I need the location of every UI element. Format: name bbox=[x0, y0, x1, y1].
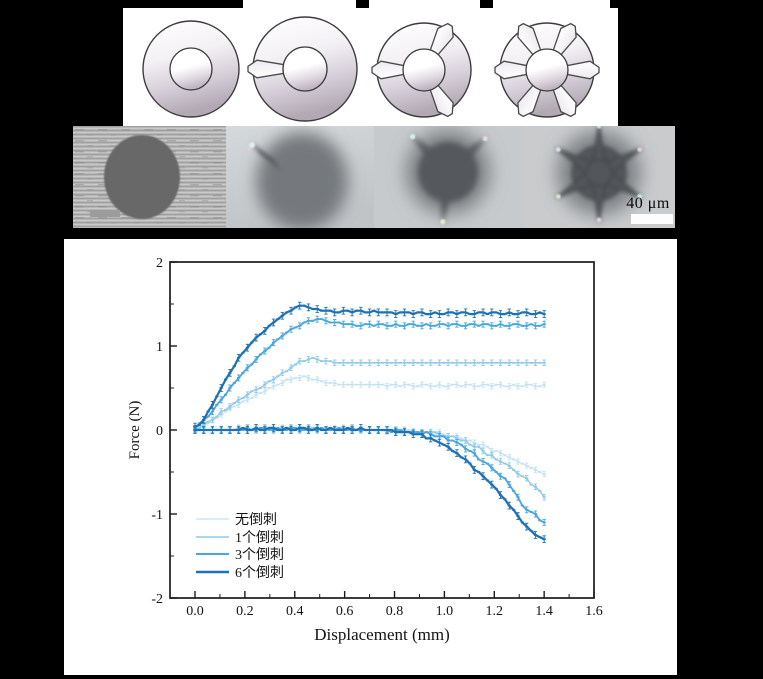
legend-label: 6个倒刺 bbox=[235, 565, 284, 581]
x-tick-label: 1.2 bbox=[486, 604, 504, 619]
micrograph-1-barb-image bbox=[226, 126, 374, 228]
x-tick-label: 1.0 bbox=[436, 604, 454, 619]
x-tick-label: 0.4 bbox=[286, 604, 304, 619]
barb bbox=[591, 184, 607, 223]
needle-cross-section bbox=[556, 126, 642, 223]
barb bbox=[605, 172, 642, 199]
series-6个倒刺 bbox=[193, 301, 546, 544]
micrograph-0-barbs-image bbox=[73, 126, 226, 228]
x-tick-label: 1.4 bbox=[535, 604, 553, 619]
legend-label: 无倒刺 bbox=[235, 512, 277, 528]
needle-cross-section bbox=[104, 135, 180, 219]
barb bbox=[439, 185, 454, 224]
y-tick-label: -1 bbox=[151, 508, 163, 523]
needle-3-barbs bbox=[371, 22, 472, 118]
series-无倒刺 bbox=[193, 374, 546, 478]
y-tick-label: 0 bbox=[156, 424, 163, 439]
legend-label: 3个倒刺 bbox=[235, 547, 284, 563]
schematic-row-tab bbox=[243, 0, 356, 10]
micrograph-0-barbs bbox=[73, 126, 226, 228]
micrograph-6-barbs-image bbox=[524, 126, 675, 228]
needle-1-barb bbox=[247, 16, 358, 122]
micrograph-3-barbs-image bbox=[374, 126, 524, 228]
chart-axes: 0.0 0.2 0.4 0.6 0.8 1.0 1.2 1.4 1.6 -2 -1 0 1 2 bbox=[151, 256, 602, 619]
y-tick-label: 2 bbox=[156, 256, 163, 271]
barb bbox=[556, 147, 593, 174]
needle-cross-section bbox=[256, 132, 348, 228]
schematic-row-tab bbox=[369, 0, 480, 10]
y-tick-label: -2 bbox=[151, 592, 163, 607]
needle-6-barbs bbox=[494, 22, 600, 118]
force-displacement-chart: 0.0 0.2 0.4 0.6 0.8 1.0 1.2 1.4 1.6 -2 -1 0 1 2 Displa… bbox=[127, 256, 603, 644]
y-axis-title: Force (N) bbox=[127, 401, 143, 460]
needle-schematics bbox=[142, 16, 600, 122]
barb bbox=[250, 142, 281, 171]
barb bbox=[591, 126, 607, 162]
x-tick-label: 1.6 bbox=[585, 604, 603, 619]
x-tick-label: 0.6 bbox=[336, 604, 354, 619]
y-tick-label: 1 bbox=[156, 340, 163, 355]
x-axis-title: Displacement (mm) bbox=[314, 625, 450, 644]
barb bbox=[556, 172, 593, 199]
scale-bar bbox=[631, 214, 673, 224]
micrograph-3-barbs bbox=[374, 126, 524, 228]
chart-panel: 0.0 0.2 0.4 0.6 0.8 1.0 1.2 1.4 1.6 -2 -1 0 1 2 Displa… bbox=[64, 239, 677, 675]
schematic-row-tab bbox=[493, 0, 610, 10]
x-tick-label: 0.2 bbox=[236, 604, 254, 619]
x-tick-label: 0.0 bbox=[186, 604, 204, 619]
needle-cross-section bbox=[411, 135, 487, 224]
micrograph-1-barb bbox=[226, 126, 374, 228]
barb bbox=[453, 137, 487, 168]
x-tick-label: 0.8 bbox=[386, 604, 404, 619]
scale-bar-label: 40 μm bbox=[626, 195, 670, 212]
barb bbox=[605, 147, 642, 174]
micrograph-6-barbs bbox=[524, 126, 675, 228]
barb bbox=[411, 135, 443, 167]
legend-label: 1个倒刺 bbox=[235, 530, 284, 546]
needle-0-barbs bbox=[142, 20, 240, 118]
